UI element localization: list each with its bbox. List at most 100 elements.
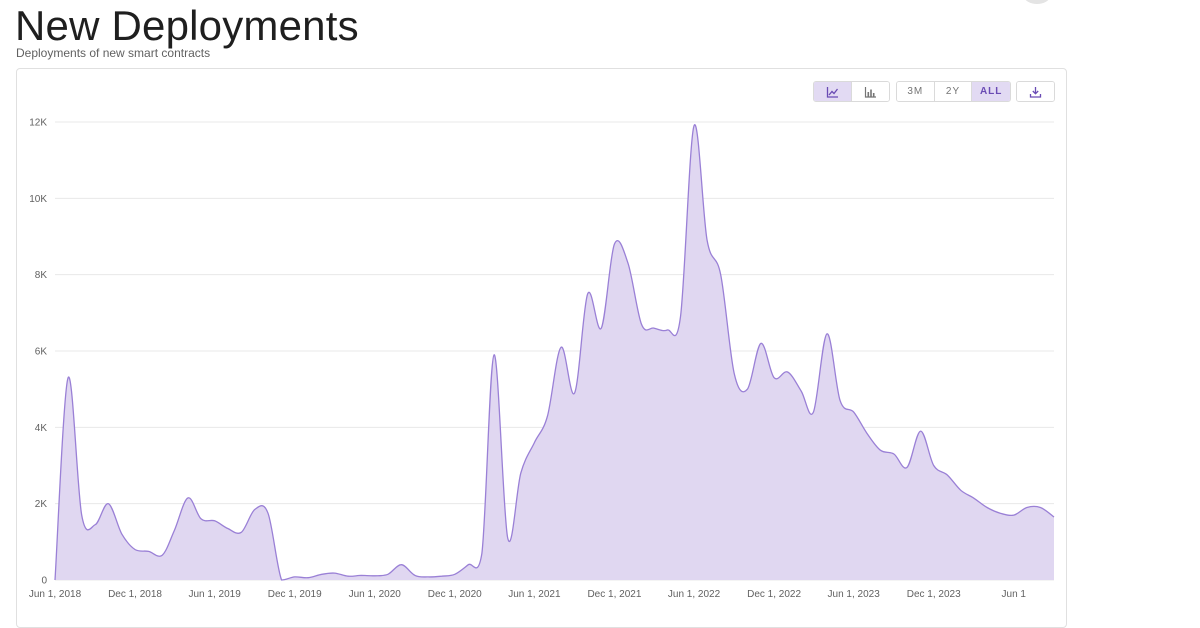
data-point	[906, 466, 908, 468]
data-point	[1013, 514, 1015, 516]
data-point	[387, 573, 389, 575]
data-point	[560, 346, 562, 348]
data-point	[960, 489, 962, 491]
data-point	[972, 497, 974, 499]
data-point	[773, 377, 775, 379]
line-chart-icon	[826, 86, 838, 98]
x-tick-label: Jun 1, 2022	[668, 589, 721, 600]
data-point	[200, 518, 202, 520]
data-point	[1026, 506, 1028, 508]
data-point	[919, 430, 921, 432]
bar-chart-icon	[864, 86, 876, 98]
data-point	[933, 464, 935, 466]
bar-chart-button[interactable]	[851, 82, 889, 101]
data-point	[613, 243, 615, 245]
y-tick-label: 2K	[35, 499, 48, 510]
data-point	[706, 239, 708, 241]
data-point	[107, 503, 109, 505]
data-point	[134, 548, 136, 550]
data-point	[720, 274, 722, 276]
data-point	[121, 533, 123, 535]
data-point	[294, 576, 296, 578]
data-point	[587, 293, 589, 295]
data-point	[54, 579, 56, 581]
y-tick-label: 6K	[35, 347, 48, 358]
data-point	[454, 573, 456, 575]
data-point	[254, 508, 256, 510]
data-point	[481, 552, 483, 554]
data-point	[441, 575, 443, 577]
data-point	[946, 474, 948, 476]
data-point	[800, 390, 802, 392]
x-tick-label: Jun 1	[1002, 589, 1027, 600]
x-tick-label: Dec 1, 2020	[428, 589, 482, 600]
range-2y-button[interactable]: 2Y	[934, 82, 973, 101]
download-button[interactable]	[1017, 82, 1054, 101]
data-point	[826, 333, 828, 335]
range-all-button[interactable]: ALL	[972, 82, 1010, 101]
data-point	[333, 572, 335, 574]
data-point	[679, 316, 681, 318]
data-point	[812, 411, 814, 413]
page-subtitle: Deployments of new smart contracts	[16, 46, 211, 60]
data-point	[986, 506, 988, 508]
y-tick-label: 0	[41, 576, 47, 587]
data-point	[67, 377, 69, 379]
x-tick-label: Dec 1, 2021	[587, 589, 641, 600]
data-point	[161, 554, 163, 556]
data-point	[173, 529, 175, 531]
data-point	[94, 524, 96, 526]
data-point	[786, 371, 788, 373]
data-point	[307, 577, 309, 579]
range-3m-button[interactable]: 3M	[897, 82, 935, 101]
avatar[interactable]	[1024, 0, 1050, 4]
data-point	[839, 399, 841, 401]
line-chart-button[interactable]	[814, 82, 852, 101]
data-point	[347, 575, 349, 577]
data-point	[760, 342, 762, 344]
data-point	[746, 388, 748, 390]
x-tick-label: Dec 1, 2018	[108, 589, 162, 600]
download-icon	[1029, 86, 1042, 98]
data-point	[666, 329, 668, 331]
data-point	[213, 520, 215, 522]
data-point	[879, 449, 881, 451]
data-point	[893, 453, 895, 455]
data-point	[866, 432, 868, 434]
data-point	[321, 573, 323, 575]
data-point	[280, 579, 282, 581]
data-point	[573, 392, 575, 394]
data-point	[427, 576, 429, 578]
x-tick-label: Jun 1, 2021	[508, 589, 561, 600]
x-tick-label: Dec 1, 2022	[747, 589, 801, 600]
data-point	[999, 512, 1001, 514]
data-point	[653, 327, 655, 329]
data-point	[493, 354, 495, 356]
data-point	[733, 373, 735, 375]
x-tick-label: Jun 1, 2023	[828, 589, 881, 600]
page-title: New Deployments	[15, 2, 359, 49]
data-point	[374, 575, 376, 577]
data-point	[507, 537, 509, 539]
data-point	[467, 564, 469, 566]
data-point	[147, 550, 149, 552]
series-area	[55, 124, 1054, 580]
area-chart: 0 2K 4K 6K 8K 10K 12K Jun 1, 2018 Dec 1, 2018 Jun…	[29, 118, 1055, 600]
x-tick-label: Jun 1, 2018	[29, 589, 82, 600]
x-tick-label: Dec 1, 2019	[268, 589, 322, 600]
x-tick-label: Jun 1, 2019	[189, 589, 242, 600]
data-point	[400, 564, 402, 566]
data-point	[1053, 516, 1055, 518]
x-tick-label: Dec 1, 2023	[907, 589, 961, 600]
y-tick-label: 12K	[29, 118, 47, 129]
data-point	[227, 527, 229, 529]
chart-type-toggle	[813, 81, 890, 102]
y-tick-label: 10K	[29, 194, 47, 205]
data-point	[81, 514, 83, 516]
data-point	[640, 323, 642, 325]
data-point	[1039, 506, 1041, 508]
data-point	[853, 411, 855, 413]
data-point	[546, 415, 548, 417]
x-tick-label: Jun 1, 2020	[349, 589, 402, 600]
data-point	[360, 574, 362, 576]
